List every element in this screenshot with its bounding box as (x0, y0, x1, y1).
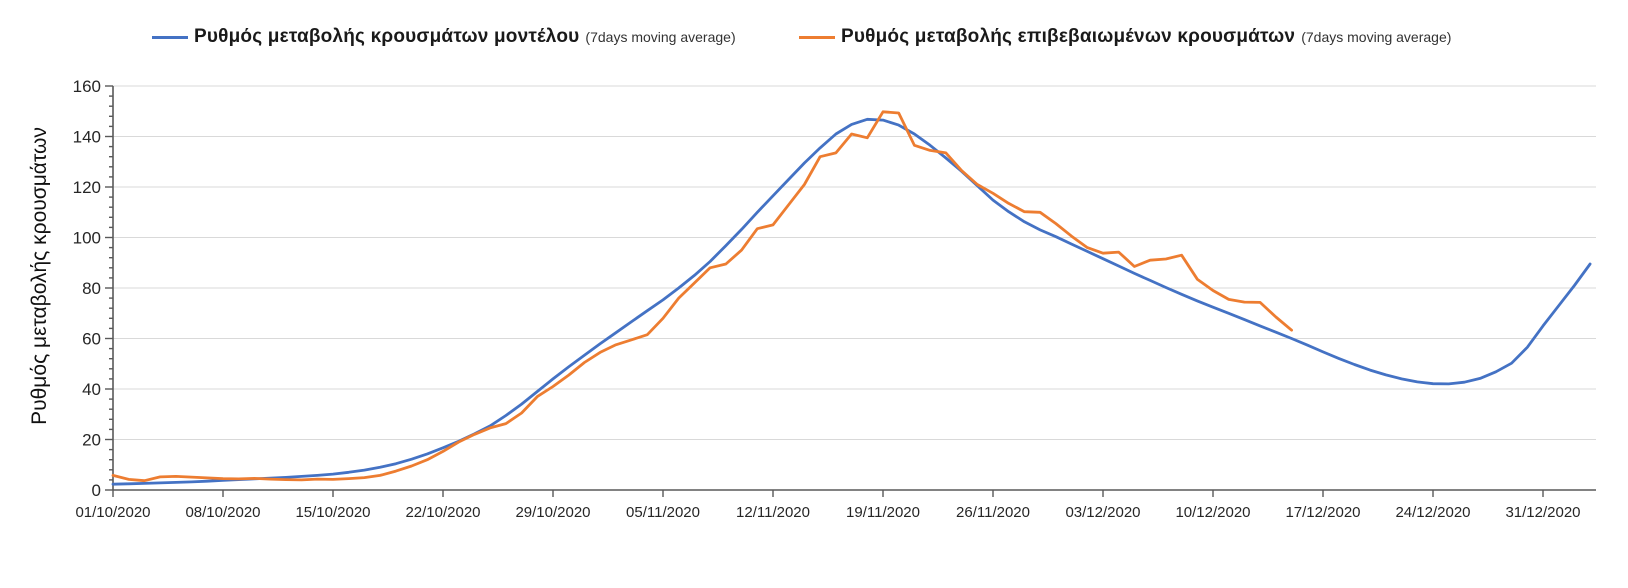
svg-text:08/10/2020: 08/10/2020 (185, 504, 260, 521)
legend-item-model: Ρυθμός μεταβολής κρουσμάτων μοντέλου (7d… (152, 26, 736, 48)
svg-text:01/10/2020: 01/10/2020 (75, 504, 150, 521)
svg-text:05/11/2020: 05/11/2020 (626, 504, 700, 521)
svg-text:31/12/2020: 31/12/2020 (1505, 504, 1580, 521)
legend-line-marker-model-icon (152, 35, 188, 39)
svg-text:15/10/2020: 15/10/2020 (295, 504, 370, 521)
legend-label-model: Ρυθμός μεταβολής κρουσμάτων μοντέλου (194, 26, 580, 47)
svg-text:22/10/2020: 22/10/2020 (405, 504, 480, 521)
svg-text:0: 0 (92, 481, 101, 500)
series-line-model (111, 117, 1592, 486)
svg-text:12/11/2020: 12/11/2020 (736, 504, 810, 521)
y-axis-title: Ρυθμός μεταβολής κρουσμάτων (28, 127, 51, 425)
svg-text:03/12/2020: 03/12/2020 (1065, 504, 1140, 521)
y-axis-ticks (105, 85, 113, 491)
svg-text:40: 40 (82, 380, 101, 399)
svg-text:20: 20 (82, 431, 101, 450)
x-axis-ticks (112, 490, 1544, 497)
legend-suffix-confirmed: (7days moving average) (1301, 29, 1452, 45)
svg-text:29/10/2020: 29/10/2020 (515, 504, 590, 521)
gridlines (113, 85, 1596, 440)
svg-text:17/12/2020: 17/12/2020 (1285, 504, 1360, 521)
svg-text:19/11/2020: 19/11/2020 (846, 504, 920, 521)
svg-text:24/12/2020: 24/12/2020 (1395, 504, 1470, 521)
svg-text:120: 120 (73, 178, 101, 197)
svg-text:26/11/2020: 26/11/2020 (956, 504, 1030, 521)
svg-text:160: 160 (73, 77, 101, 96)
svg-text:140: 140 (73, 128, 101, 147)
legend-item-confirmed: Ρυθμός μεταβολής επιβεβαιωμένων κρουσμάτ… (799, 26, 1451, 48)
svg-text:10/12/2020: 10/12/2020 (1175, 504, 1250, 521)
x-axis-labels: 01/10/2020 08/10/2020 15/10/2020 22/10/2020… (75, 504, 1580, 521)
svg-text:100: 100 (73, 229, 101, 248)
svg-text:80: 80 (82, 279, 101, 298)
legend-label-confirmed: Ρυθμός μεταβολής επιβεβαιωμένων κρουσμάτ… (841, 26, 1296, 47)
svg-text:60: 60 (82, 330, 101, 349)
legend-line-marker-confirmed-icon (799, 35, 835, 39)
y-axis-labels: 0 20 40 60 80 100 120 140 160 (73, 77, 101, 500)
legend-suffix-model: (7days moving average) (585, 29, 736, 45)
series-line-confirmed (111, 110, 1293, 483)
